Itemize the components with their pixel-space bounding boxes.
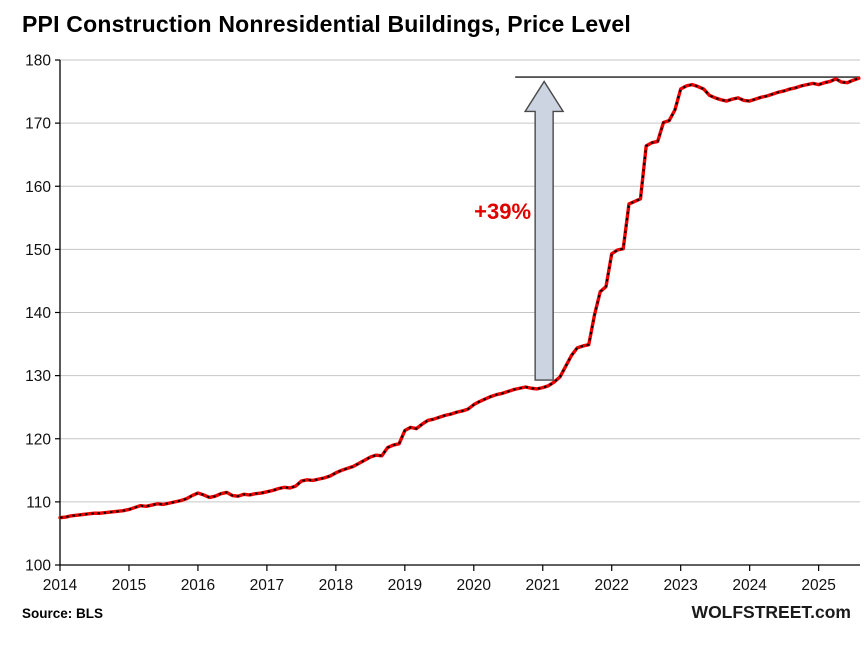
price-line-dotted-overlay bbox=[59, 77, 860, 519]
y-tick-label: 100 bbox=[25, 558, 51, 575]
x-tick-label: 2015 bbox=[112, 577, 146, 594]
x-tick-label: 2020 bbox=[457, 577, 492, 594]
chart-area: 100 110 120 130 140 150 160 170 180 2014 2015 2016 2… bbox=[0, 38, 867, 600]
y-tick-label: 110 bbox=[26, 494, 51, 511]
x-tick-label: 2023 bbox=[663, 577, 697, 594]
page-title: PPI Construction Nonresidential Building… bbox=[22, 11, 631, 37]
chart-svg: 100 110 120 130 140 150 160 170 180 2014 2015 2016 2… bbox=[25, 53, 861, 594]
price-line bbox=[58, 76, 861, 520]
y-tick-label: 170 bbox=[25, 116, 51, 133]
source-label: Source: BLS bbox=[22, 606, 104, 621]
up-arrow-annotation bbox=[523, 80, 565, 381]
x-tick-label: 2017 bbox=[250, 577, 284, 594]
x-tick-label: 2024 bbox=[732, 577, 767, 594]
x-tick-label: 2014 bbox=[43, 577, 78, 594]
y-tick-label: 180 bbox=[25, 53, 51, 70]
y-tick-label: 160 bbox=[25, 179, 51, 196]
brand-label: WOLFSTREET.com bbox=[691, 602, 851, 622]
x-tick-label: 2021 bbox=[526, 577, 560, 594]
x-tick-label: 2019 bbox=[388, 577, 422, 594]
x-tick-label: 2022 bbox=[594, 577, 628, 594]
y-tick-label: 140 bbox=[25, 305, 51, 322]
x-tick-label: 2016 bbox=[181, 577, 215, 594]
x-tick-label: 2018 bbox=[319, 577, 353, 594]
y-tick-label: 150 bbox=[25, 242, 51, 259]
y-tick-label: 130 bbox=[25, 368, 51, 385]
chart-footer: Source: BLS WOLFSTREET.com bbox=[0, 600, 867, 623]
y-tick-label: 120 bbox=[25, 431, 51, 448]
percent-change-label: +39% bbox=[474, 199, 531, 224]
x-tick-label: 2025 bbox=[801, 577, 835, 594]
